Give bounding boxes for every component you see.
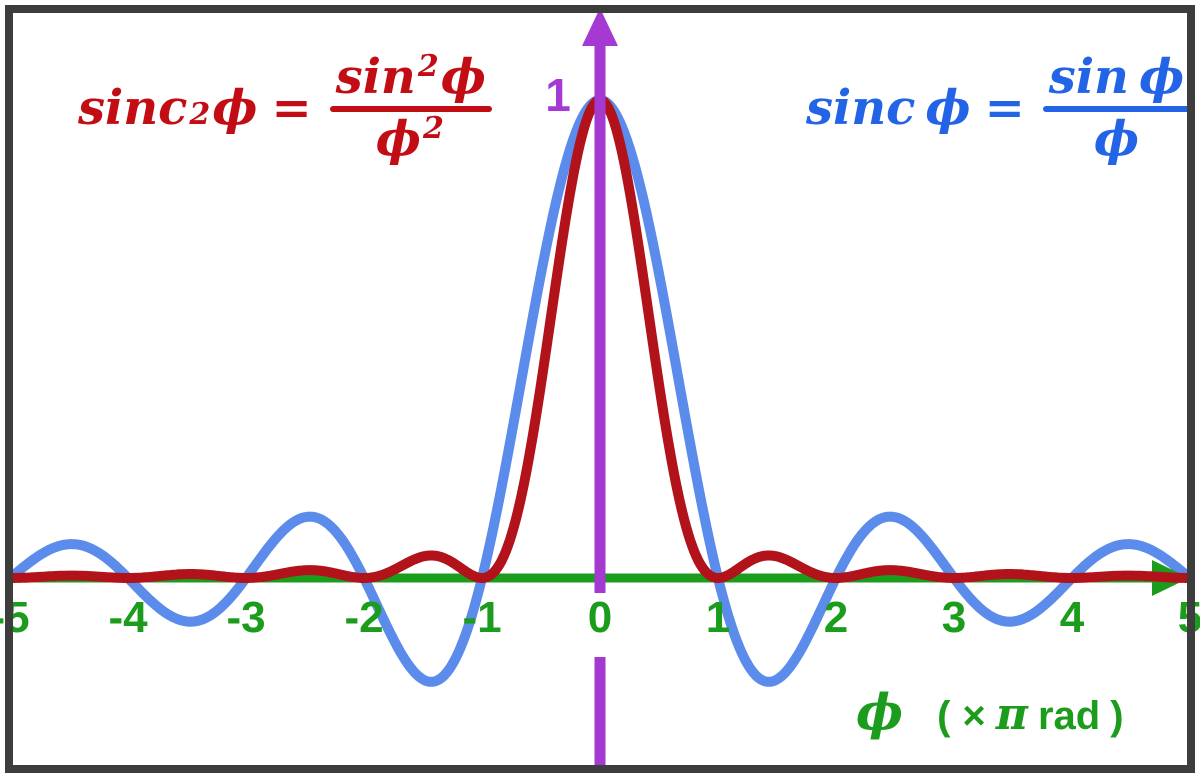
x-tick-label: 4 xyxy=(1059,593,1085,642)
denominator: ϕ xyxy=(1088,114,1145,164)
formula-lhs: sinc ϕ xyxy=(806,80,971,137)
x-tick-label: 5 xyxy=(1177,593,1200,642)
x-tick-label: 0 xyxy=(587,593,613,642)
x-tick-label: -5 xyxy=(0,593,30,642)
func-name: sinc xyxy=(78,80,188,137)
fraction: sin ϕ ϕ xyxy=(1042,52,1191,165)
func-name: sin xyxy=(1048,49,1129,105)
pi-symbol: π xyxy=(995,689,1028,740)
paren-open: ( xyxy=(937,694,951,738)
x-tick-label: -3 xyxy=(226,593,266,642)
peak-value-label: 1 xyxy=(545,69,571,121)
sinc-formula: sinc ϕ = sin ϕ ϕ xyxy=(806,52,1191,165)
x-tick-label: -4 xyxy=(108,593,148,642)
fraction: sin2ϕ ϕ2 xyxy=(329,49,492,168)
phi-symbol: ϕ xyxy=(925,80,971,137)
paren-close: ) xyxy=(1110,694,1124,738)
x-axis-label: ϕ ( × π rad ) xyxy=(856,682,1124,742)
exponent: 2 xyxy=(417,49,439,84)
numerator: sin2ϕ xyxy=(330,49,492,105)
unit-rad: rad xyxy=(1037,694,1101,738)
func-name: sin xyxy=(335,49,416,105)
x-tick-label: 2 xyxy=(823,593,849,642)
denominator: ϕ2 xyxy=(370,111,452,168)
equals-sign: = xyxy=(271,80,312,137)
exponent: 2 xyxy=(422,111,444,147)
equals-sign: = xyxy=(984,80,1025,137)
phi-symbol: ϕ xyxy=(440,49,486,105)
phi-symbol: ϕ xyxy=(856,682,904,741)
x-tick-label: -2 xyxy=(344,593,384,642)
x-tick-label: -1 xyxy=(462,593,502,642)
x-tick-label: 3 xyxy=(941,593,967,642)
y-axis-arrowhead-icon xyxy=(582,8,618,46)
phi-symbol: ϕ xyxy=(1093,111,1140,168)
phi-symbol: ϕ xyxy=(1138,49,1185,105)
phi-symbol: ϕ xyxy=(375,111,421,168)
fraction-bar xyxy=(329,106,492,113)
phi-symbol: ϕ xyxy=(212,80,258,137)
func-name: sinc xyxy=(806,80,916,137)
formula-lhs: sinc 2 ϕ xyxy=(78,80,258,137)
y-axis xyxy=(582,8,618,766)
sinc-squared-formula: sinc 2 ϕ = sin2ϕ ϕ2 xyxy=(78,52,492,165)
multiply-sign: × xyxy=(962,694,986,738)
x-tick-label: 1 xyxy=(705,593,731,642)
numerator: sin ϕ xyxy=(1043,52,1190,102)
fraction-bar xyxy=(1042,106,1191,113)
